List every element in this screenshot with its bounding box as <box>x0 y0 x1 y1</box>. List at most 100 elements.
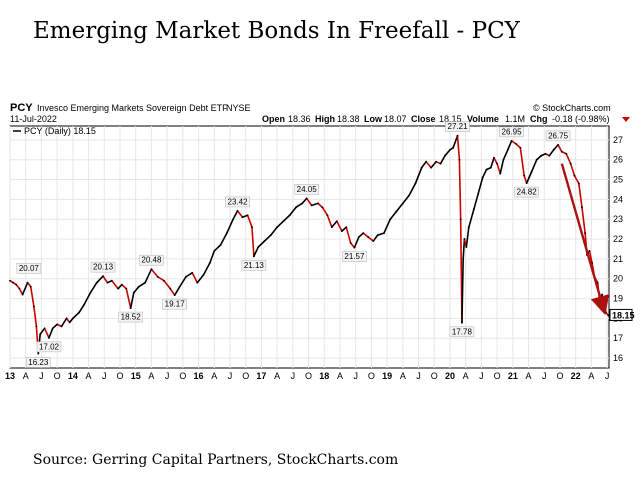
data-point <box>156 275 159 278</box>
annotation-label: 20.13 <box>93 263 114 272</box>
annotation-box <box>90 261 116 273</box>
data-point <box>376 234 379 236</box>
x-tick-label: 22 <box>571 371 581 381</box>
y-tick-label: 21 <box>613 254 623 264</box>
price-series <box>9 134 610 355</box>
price-segment <box>367 236 375 242</box>
price-segment <box>420 160 427 169</box>
price-segment <box>202 262 211 276</box>
data-point <box>548 154 551 157</box>
close-value: 18.15 <box>439 114 462 124</box>
data-point <box>178 285 181 288</box>
price-segment <box>465 226 470 248</box>
volume-value: 1.1M <box>505 114 525 124</box>
annotation: 20.13 <box>90 261 116 273</box>
data-point <box>530 170 533 173</box>
price-segment <box>588 250 593 264</box>
data-point <box>191 271 194 274</box>
annotations: 20.07 16.23 17.02 20.13 18.52 20.48 19.17 23.42… <box>16 121 571 368</box>
annotation-box <box>36 341 62 353</box>
x-tick-label: A <box>337 371 343 381</box>
annotation-label: 23.42 <box>228 197 249 206</box>
data-point <box>485 168 488 171</box>
price-segment <box>21 281 29 296</box>
data-point <box>236 209 239 212</box>
data-point <box>37 352 40 355</box>
last-price-label: 18.15 <box>612 310 635 320</box>
annotation-box <box>449 326 475 338</box>
annotation-box <box>545 130 571 142</box>
last-price-marker: 18.15 <box>609 308 635 321</box>
data-point <box>362 232 365 235</box>
symbol-label: PCY <box>10 102 33 114</box>
price-segment <box>257 240 266 248</box>
price-segment <box>29 285 35 308</box>
data-point <box>603 301 605 304</box>
price-segment <box>535 154 542 161</box>
price-segment <box>144 268 153 284</box>
data-point <box>535 158 538 161</box>
data-point <box>132 291 135 294</box>
data-point <box>481 176 484 179</box>
annotation-label: 26.75 <box>548 131 569 140</box>
data-point <box>452 146 455 149</box>
price-segment <box>581 206 586 234</box>
annotation-box <box>118 311 143 323</box>
data-point <box>601 293 603 296</box>
data-point <box>496 162 499 165</box>
price-segment <box>425 160 432 169</box>
x-tick-label: O <box>179 371 186 381</box>
data-point <box>68 321 71 324</box>
x-axis: 13 A J O 14 A J O 15 A J O 16 A J O 17 A J O 18 A J O 19 A J O 20 A J O… <box>5 371 609 381</box>
price-segment <box>358 232 365 238</box>
x-tick-label: J <box>165 371 170 381</box>
close-label: Close <box>411 114 436 124</box>
price-segment <box>496 162 502 175</box>
data-point <box>459 218 462 221</box>
y-tick-label: 27 <box>613 135 623 145</box>
data-point <box>372 240 375 242</box>
data-point <box>163 279 165 282</box>
price-segment <box>191 271 199 284</box>
x-tick-label: 17 <box>256 371 266 381</box>
data-point <box>389 218 392 221</box>
annotation-label: 16.23 <box>28 358 49 367</box>
data-point <box>467 226 470 229</box>
price-segment <box>345 226 352 244</box>
data-point <box>408 194 411 197</box>
price-segment <box>125 287 132 309</box>
price-segment <box>578 182 583 209</box>
price-segment <box>389 210 398 221</box>
data-point <box>9 279 11 282</box>
x-tick-label: A <box>23 371 29 381</box>
x-tick-label: O <box>368 371 375 381</box>
price-segment <box>117 283 123 290</box>
annotation-box <box>445 121 470 133</box>
annotation-box <box>25 357 51 368</box>
price-segment <box>519 147 525 177</box>
data-point <box>257 246 260 248</box>
annotation-label: 18.52 <box>121 313 142 322</box>
price-segment <box>253 246 260 258</box>
price-segment <box>169 287 176 297</box>
annotation-label: 21.57 <box>344 252 365 261</box>
data-point <box>395 210 398 213</box>
data-point <box>353 246 356 249</box>
data-point <box>241 216 244 219</box>
price-segment <box>458 158 462 221</box>
x-tick-label: A <box>588 371 594 381</box>
price-segment <box>246 214 253 228</box>
x-tick-label: O <box>494 371 501 381</box>
price-segment <box>336 220 343 232</box>
annotation-label: 27.21 <box>448 122 469 131</box>
data-point <box>71 317 74 320</box>
exchange-label: NYSE <box>226 103 251 113</box>
price-segment <box>241 214 249 219</box>
price-segment <box>232 210 239 221</box>
price-segment <box>444 149 451 157</box>
data-point <box>340 230 343 233</box>
price-segment <box>213 244 222 252</box>
data-point <box>383 232 385 235</box>
data-point <box>43 327 46 330</box>
price-segment <box>493 156 498 165</box>
